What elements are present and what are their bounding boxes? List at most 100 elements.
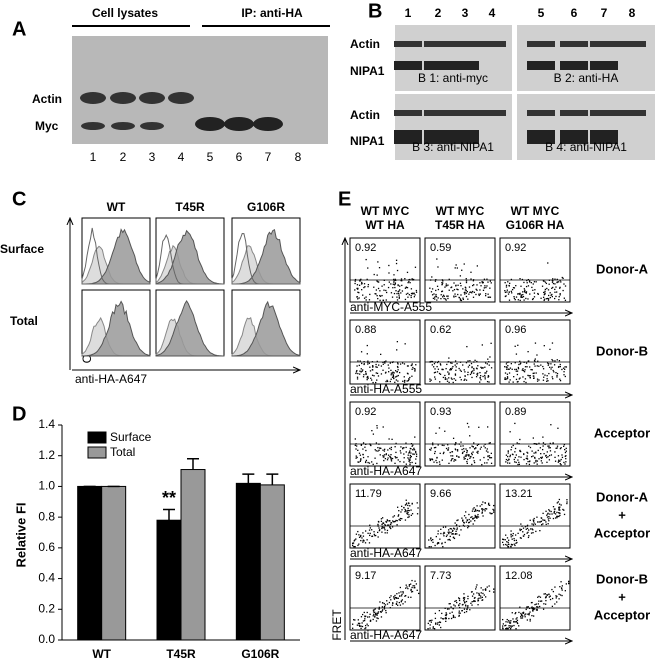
- dot: [360, 278, 362, 280]
- dot: [524, 366, 527, 368]
- dot: [480, 366, 482, 369]
- dot: [525, 457, 528, 460]
- dot: [408, 378, 410, 380]
- dot: [528, 614, 530, 616]
- dot: [547, 262, 549, 264]
- dot: [362, 532, 364, 534]
- dot: [383, 527, 386, 529]
- dot: [511, 625, 514, 627]
- dot: [466, 345, 468, 348]
- dot: [522, 293, 524, 296]
- dot: [543, 603, 545, 605]
- dot: [552, 590, 555, 593]
- dot: [531, 601, 533, 604]
- dot: [473, 442, 475, 444]
- dot: [377, 617, 379, 620]
- dot: [547, 518, 550, 520]
- dot: [462, 519, 464, 521]
- dot: [399, 519, 401, 522]
- dot: [543, 519, 545, 521]
- dot: [467, 366, 470, 368]
- dot: [490, 462, 493, 464]
- dot: [514, 451, 516, 453]
- dot: [358, 452, 361, 454]
- dot: [377, 531, 379, 534]
- dot: [564, 455, 566, 458]
- dot: [378, 608, 380, 610]
- dot: [526, 282, 528, 284]
- dot: [414, 462, 417, 464]
- dot: [434, 368, 436, 370]
- dot: [396, 506, 399, 508]
- dot: [453, 378, 455, 380]
- dot: [356, 365, 358, 367]
- dot: [493, 504, 495, 507]
- dot: [533, 359, 536, 362]
- dot: [459, 282, 462, 284]
- dot: [534, 365, 536, 367]
- dot: [530, 532, 533, 534]
- dot: [556, 511, 558, 514]
- dot: [410, 509, 412, 511]
- dot: [396, 365, 399, 368]
- dot: [452, 616, 454, 619]
- dot: [439, 381, 441, 383]
- dot: [390, 457, 392, 459]
- dot: [473, 460, 475, 462]
- dot: [476, 289, 478, 291]
- dot: [520, 285, 522, 287]
- dot: [535, 603, 537, 605]
- dot: [506, 366, 508, 369]
- dot: [355, 445, 358, 447]
- dot: [519, 293, 521, 296]
- dot: [513, 621, 515, 623]
- histogram: [155, 233, 224, 285]
- dot: [408, 514, 410, 516]
- dot: [483, 278, 486, 280]
- dot: [381, 527, 383, 530]
- dot: [558, 598, 560, 600]
- dot: [477, 516, 480, 518]
- dot: [533, 363, 535, 365]
- dot: [526, 525, 528, 527]
- dot: [449, 451, 451, 454]
- dot: [448, 372, 450, 374]
- dot: [362, 456, 365, 459]
- dot: [476, 509, 479, 512]
- dot: [444, 374, 446, 377]
- dot: [485, 508, 488, 510]
- dot: [359, 460, 362, 462]
- dot: [382, 449, 384, 451]
- dot: [458, 598, 461, 600]
- dot: [510, 620, 512, 622]
- dot: [512, 444, 514, 447]
- dot: [446, 295, 448, 297]
- dot: [558, 299, 560, 301]
- dot: [532, 289, 534, 291]
- dot: [551, 279, 554, 282]
- dot: [398, 297, 400, 299]
- dot: [435, 446, 437, 449]
- dot: [484, 510, 486, 512]
- dot: [399, 285, 401, 287]
- dot: [530, 281, 532, 284]
- dot: [463, 611, 466, 614]
- dot: [534, 523, 537, 525]
- dot: [551, 287, 553, 289]
- dot: [441, 290, 444, 292]
- dot: [474, 447, 477, 449]
- dot: [381, 525, 383, 528]
- dot: [546, 380, 548, 382]
- lane-number: 3: [149, 150, 156, 164]
- dot: [543, 452, 545, 455]
- dot: [408, 458, 410, 460]
- dot: [440, 364, 442, 366]
- dot: [439, 363, 442, 365]
- band: [618, 110, 646, 116]
- dot: [434, 298, 436, 300]
- dot: [542, 365, 544, 368]
- dot: [510, 362, 512, 365]
- dot: [546, 362, 549, 364]
- dot: [405, 446, 407, 449]
- dot: [516, 373, 519, 376]
